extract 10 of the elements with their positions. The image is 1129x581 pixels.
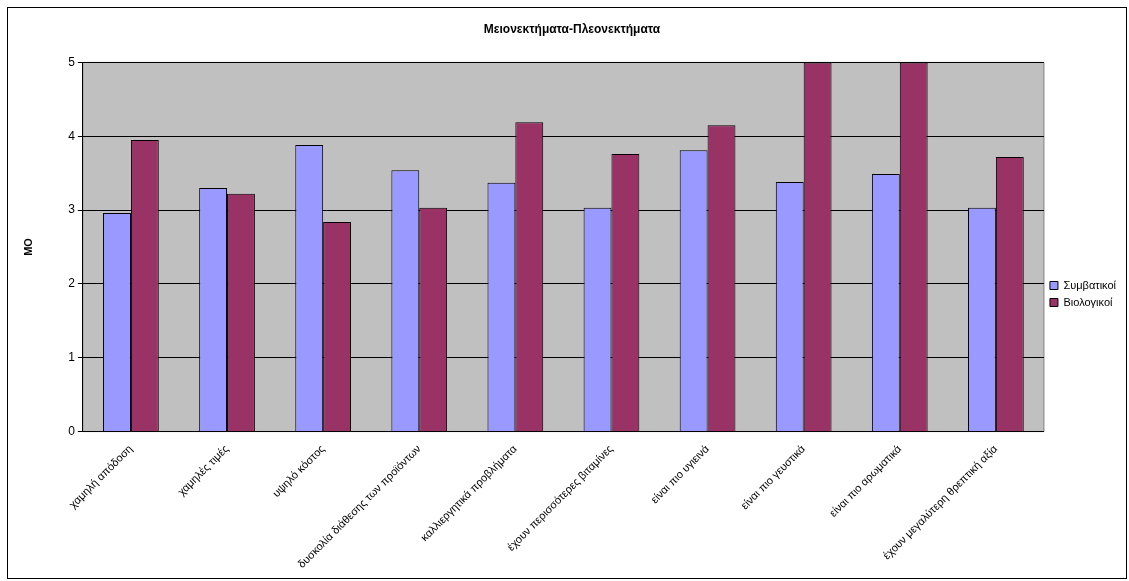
y-tick-label: 0 — [68, 423, 76, 438]
y-tick-label: 5 — [68, 54, 76, 69]
legend-label: Συμβατικοί — [1063, 278, 1117, 291]
y-axis-title: ΜΟ — [21, 237, 34, 256]
y-tick-label: 1 — [68, 350, 76, 365]
legend-label: Βιολογικοί — [1063, 295, 1114, 308]
chart-title: Μειονεκτήματα-Πλεονεκτήματα — [483, 21, 661, 36]
y-tick-label: 2 — [68, 276, 76, 291]
y-tick-label: 4 — [68, 128, 76, 143]
y-tick-label: 3 — [68, 202, 76, 217]
